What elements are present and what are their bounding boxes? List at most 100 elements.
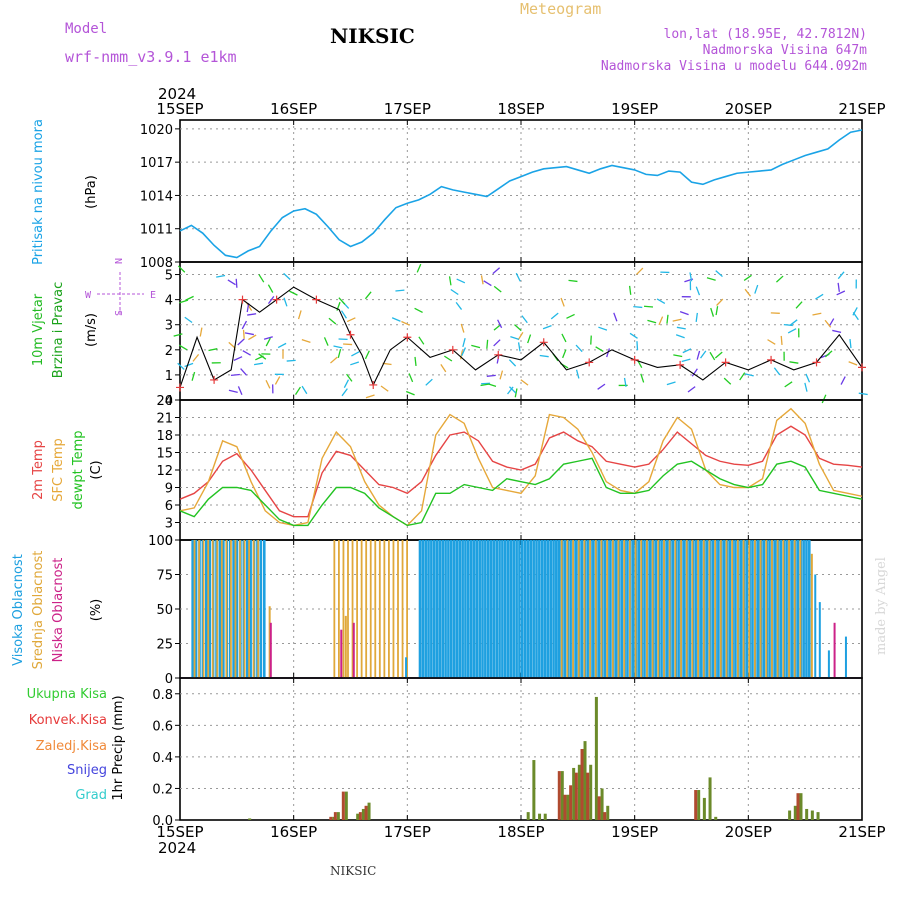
wind-arrow (744, 288, 752, 297)
wind-gust-marker (721, 358, 730, 367)
wind-arrow (244, 332, 254, 336)
wind-arrow (178, 344, 188, 351)
cloud-bar-high (481, 540, 484, 678)
cloud-bar-mid (793, 540, 796, 678)
wind-arrow (184, 316, 193, 324)
precip-total-bar (248, 818, 252, 820)
wind-arrow (241, 320, 248, 330)
wind-arrow (240, 368, 248, 376)
cloud-bar-high (790, 540, 794, 678)
wind-arrow (242, 329, 245, 339)
wind-gust-marker (539, 338, 548, 347)
watermark: made by Angel (874, 557, 889, 655)
cloud-bar-high (235, 540, 239, 678)
cloud-bar-mid (198, 540, 200, 678)
cloud-bar-high (762, 540, 766, 678)
wind-arrow (681, 358, 691, 363)
wind-arrow (575, 369, 580, 379)
cloud-bar-mid (202, 540, 205, 678)
precip-legend-3: Snijeg (67, 763, 107, 778)
cloud-bar-high (543, 540, 547, 678)
temp-label-dewpt: dewpt Temp (71, 430, 86, 509)
cloud-bar-mid (776, 540, 779, 678)
wind-arrow (480, 383, 490, 387)
temp-series-0 (179, 425, 863, 518)
wind-arrow (739, 372, 746, 381)
wind-arrow (235, 278, 238, 288)
cloud-bar-high (773, 540, 777, 678)
wind-arrow (481, 382, 491, 385)
wind-ytick-label: 1 (165, 369, 173, 384)
cloud-bar-mid (365, 540, 368, 678)
temperature-ytick-label: 18 (156, 429, 173, 444)
cloud-label-low: Niska Oblacnost (51, 558, 66, 663)
wind-arrow (673, 354, 683, 358)
wind-gust-marker (858, 363, 866, 372)
cloud-bar-high (489, 540, 493, 678)
wind-arrow (242, 350, 251, 356)
cloud-bar-mid (583, 540, 586, 678)
precip-legend-0: Ukupna Kisa (27, 687, 107, 702)
cloud-bar-mid (356, 540, 358, 678)
cloud-bar-mid (560, 540, 563, 678)
cloud-bar-mid (243, 540, 246, 678)
precip-conv-bar (694, 790, 698, 820)
cloud-bar-high (620, 540, 624, 678)
cloud-bar-mid (754, 540, 756, 678)
precip-total-bar (799, 793, 803, 820)
wind-arrow (199, 327, 203, 337)
cloud-bar-high (418, 540, 422, 678)
temperature-ytick-label: 24 (156, 394, 173, 409)
wind-arrow (337, 348, 342, 359)
bottom-xtick-label: 19SEP (611, 823, 658, 841)
cloud-bar-high (592, 540, 595, 678)
wind-arrow (283, 272, 291, 281)
wind-arrow (640, 373, 645, 383)
wind-arrow (832, 329, 842, 334)
temperature-ytick-label: 21 (156, 412, 173, 427)
wind-arrow (351, 351, 360, 357)
wind-gust-marker (494, 350, 503, 359)
wind-unit: (m/s) (84, 313, 99, 347)
wind-arrow (289, 290, 298, 296)
clouds-ytick-label: 75 (156, 569, 173, 584)
wind-arrow (456, 278, 466, 284)
wind-arrow (443, 355, 453, 362)
cloud-bar-mid (572, 540, 574, 678)
wind-gust-marker (238, 295, 247, 304)
wind-ytick-label: 4 (165, 294, 173, 309)
wind-arrow (323, 337, 329, 346)
cloud-bar-mid (623, 540, 626, 678)
chart-title: NIKSIC (330, 24, 415, 48)
wind-arrow (837, 282, 840, 292)
precip-ytick-label: 0.2 (152, 782, 173, 797)
precip-total-bar (810, 810, 814, 820)
wind-arrow (418, 336, 425, 345)
cloud-bar-high (779, 540, 783, 678)
cloud-bar-mid (680, 540, 682, 678)
precip-total-bar (344, 791, 348, 820)
wind-arrow (780, 335, 783, 345)
wind-gust-marker (448, 345, 457, 354)
wind-arrow (675, 334, 685, 339)
wind-gust-marker (767, 355, 776, 364)
wind-arrow (837, 271, 845, 280)
cloud-bar-high (614, 540, 618, 678)
wind-gust-marker (630, 355, 639, 364)
wind-arrow (440, 364, 447, 373)
precip-conv-bar (333, 812, 337, 820)
pressure-ytick-label: 1020 (140, 123, 173, 138)
wind-arrow (216, 274, 226, 278)
cloud-label-mid: Srednja Oblacnost (31, 551, 46, 670)
cloud-bar-high (665, 540, 669, 678)
precip-total-bar (816, 812, 820, 820)
wind-arrow (787, 328, 797, 334)
precip-total-bar (589, 764, 593, 820)
cloud-bar-mid (771, 540, 773, 678)
precip-total-bar (697, 790, 701, 820)
temp-unit: (C) (89, 460, 104, 479)
wind-arrow (192, 353, 200, 362)
temperature-ytick-label: 0 (165, 534, 173, 549)
cloud-bar-high (796, 540, 800, 678)
